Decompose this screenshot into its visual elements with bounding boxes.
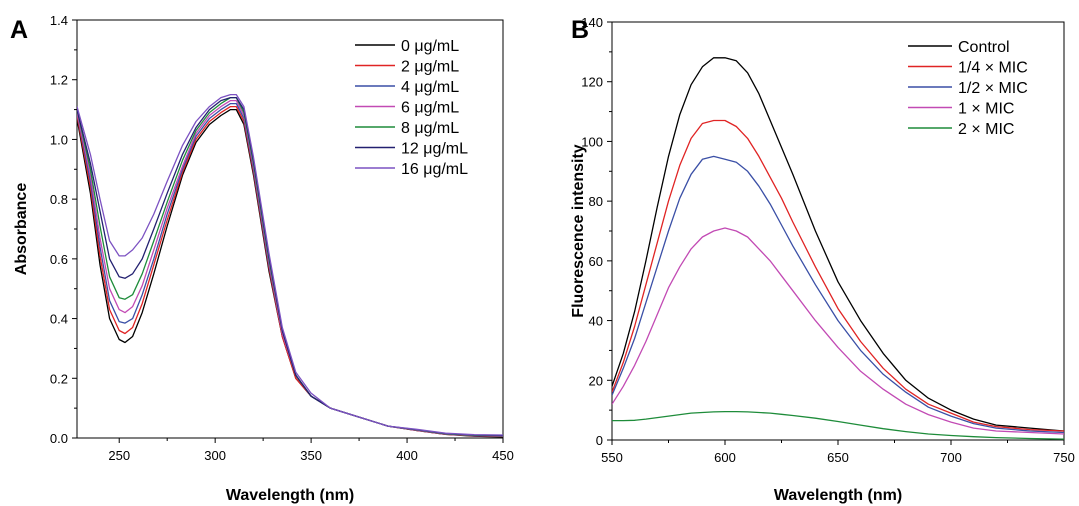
chart-panel-a: A 250 300 350 400 450 0.0 0.2 0.4 0.6 0.8 1.0 1.2 1.4… — [10, 13, 514, 504]
series-line — [77, 110, 503, 437]
series-line — [612, 228, 1064, 434]
x-tick-label: 550 — [601, 450, 623, 465]
legend-label: 1/2 × MIC — [958, 80, 1028, 97]
y-tick-label: 0.2 — [50, 371, 68, 386]
legend-label: 6 μg/mL — [401, 100, 459, 117]
x-tick-label: 250 — [108, 448, 130, 463]
y-axis-label: Absorbance — [13, 183, 30, 276]
y-tick-label: 0.0 — [50, 431, 68, 446]
x-tick-label: 300 — [204, 448, 226, 463]
y-tick-label: 1.0 — [50, 132, 68, 147]
y-tick-label: 0 — [596, 433, 603, 448]
x-tick-label: 700 — [940, 450, 962, 465]
legend-label: Control — [958, 39, 1010, 56]
legend-label: 16 μg/mL — [401, 161, 468, 178]
x-tick-label: 650 — [827, 450, 849, 465]
y-axis-label: Fluorescence intensity — [570, 144, 587, 317]
legend-label: 8 μg/mL — [401, 120, 459, 137]
legend-label: 12 μg/mL — [401, 141, 468, 158]
y-tick-label: 60 — [589, 254, 603, 269]
x-tick-label: 600 — [714, 450, 736, 465]
legend-label: 1/4 × MIC — [958, 60, 1028, 77]
legend-label: 1 × MIC — [958, 101, 1014, 118]
y-tick-label: 1.4 — [50, 13, 68, 28]
y-tick-label: 0.4 — [50, 312, 68, 327]
x-axis-label: Wavelength (nm) — [226, 487, 354, 504]
x-tick-label: 350 — [300, 448, 322, 463]
y-tick-label: 0.6 — [50, 252, 68, 267]
panel-label: A — [10, 16, 28, 44]
y-tick-label: 20 — [589, 373, 603, 388]
legend-label: 2 × MIC — [958, 121, 1014, 138]
series-line — [612, 121, 1064, 432]
legend-label: 4 μg/mL — [401, 79, 459, 96]
legend-label: 0 μg/mL — [401, 38, 459, 55]
y-tick-label: 80 — [589, 194, 603, 209]
y-tick-label: 40 — [589, 314, 603, 329]
x-tick-label: 450 — [492, 448, 514, 463]
y-tick-label: 140 — [581, 15, 603, 30]
y-tick-label: 0.8 — [50, 192, 68, 207]
y-tick-label: 120 — [581, 75, 603, 90]
legend-label: 2 μg/mL — [401, 59, 459, 76]
x-tick-label: 750 — [1053, 450, 1075, 465]
y-tick-label: 1.2 — [50, 73, 68, 88]
series-line — [612, 156, 1064, 432]
x-axis-label: Wavelength (nm) — [774, 487, 902, 504]
x-tick-label: 400 — [396, 448, 418, 463]
